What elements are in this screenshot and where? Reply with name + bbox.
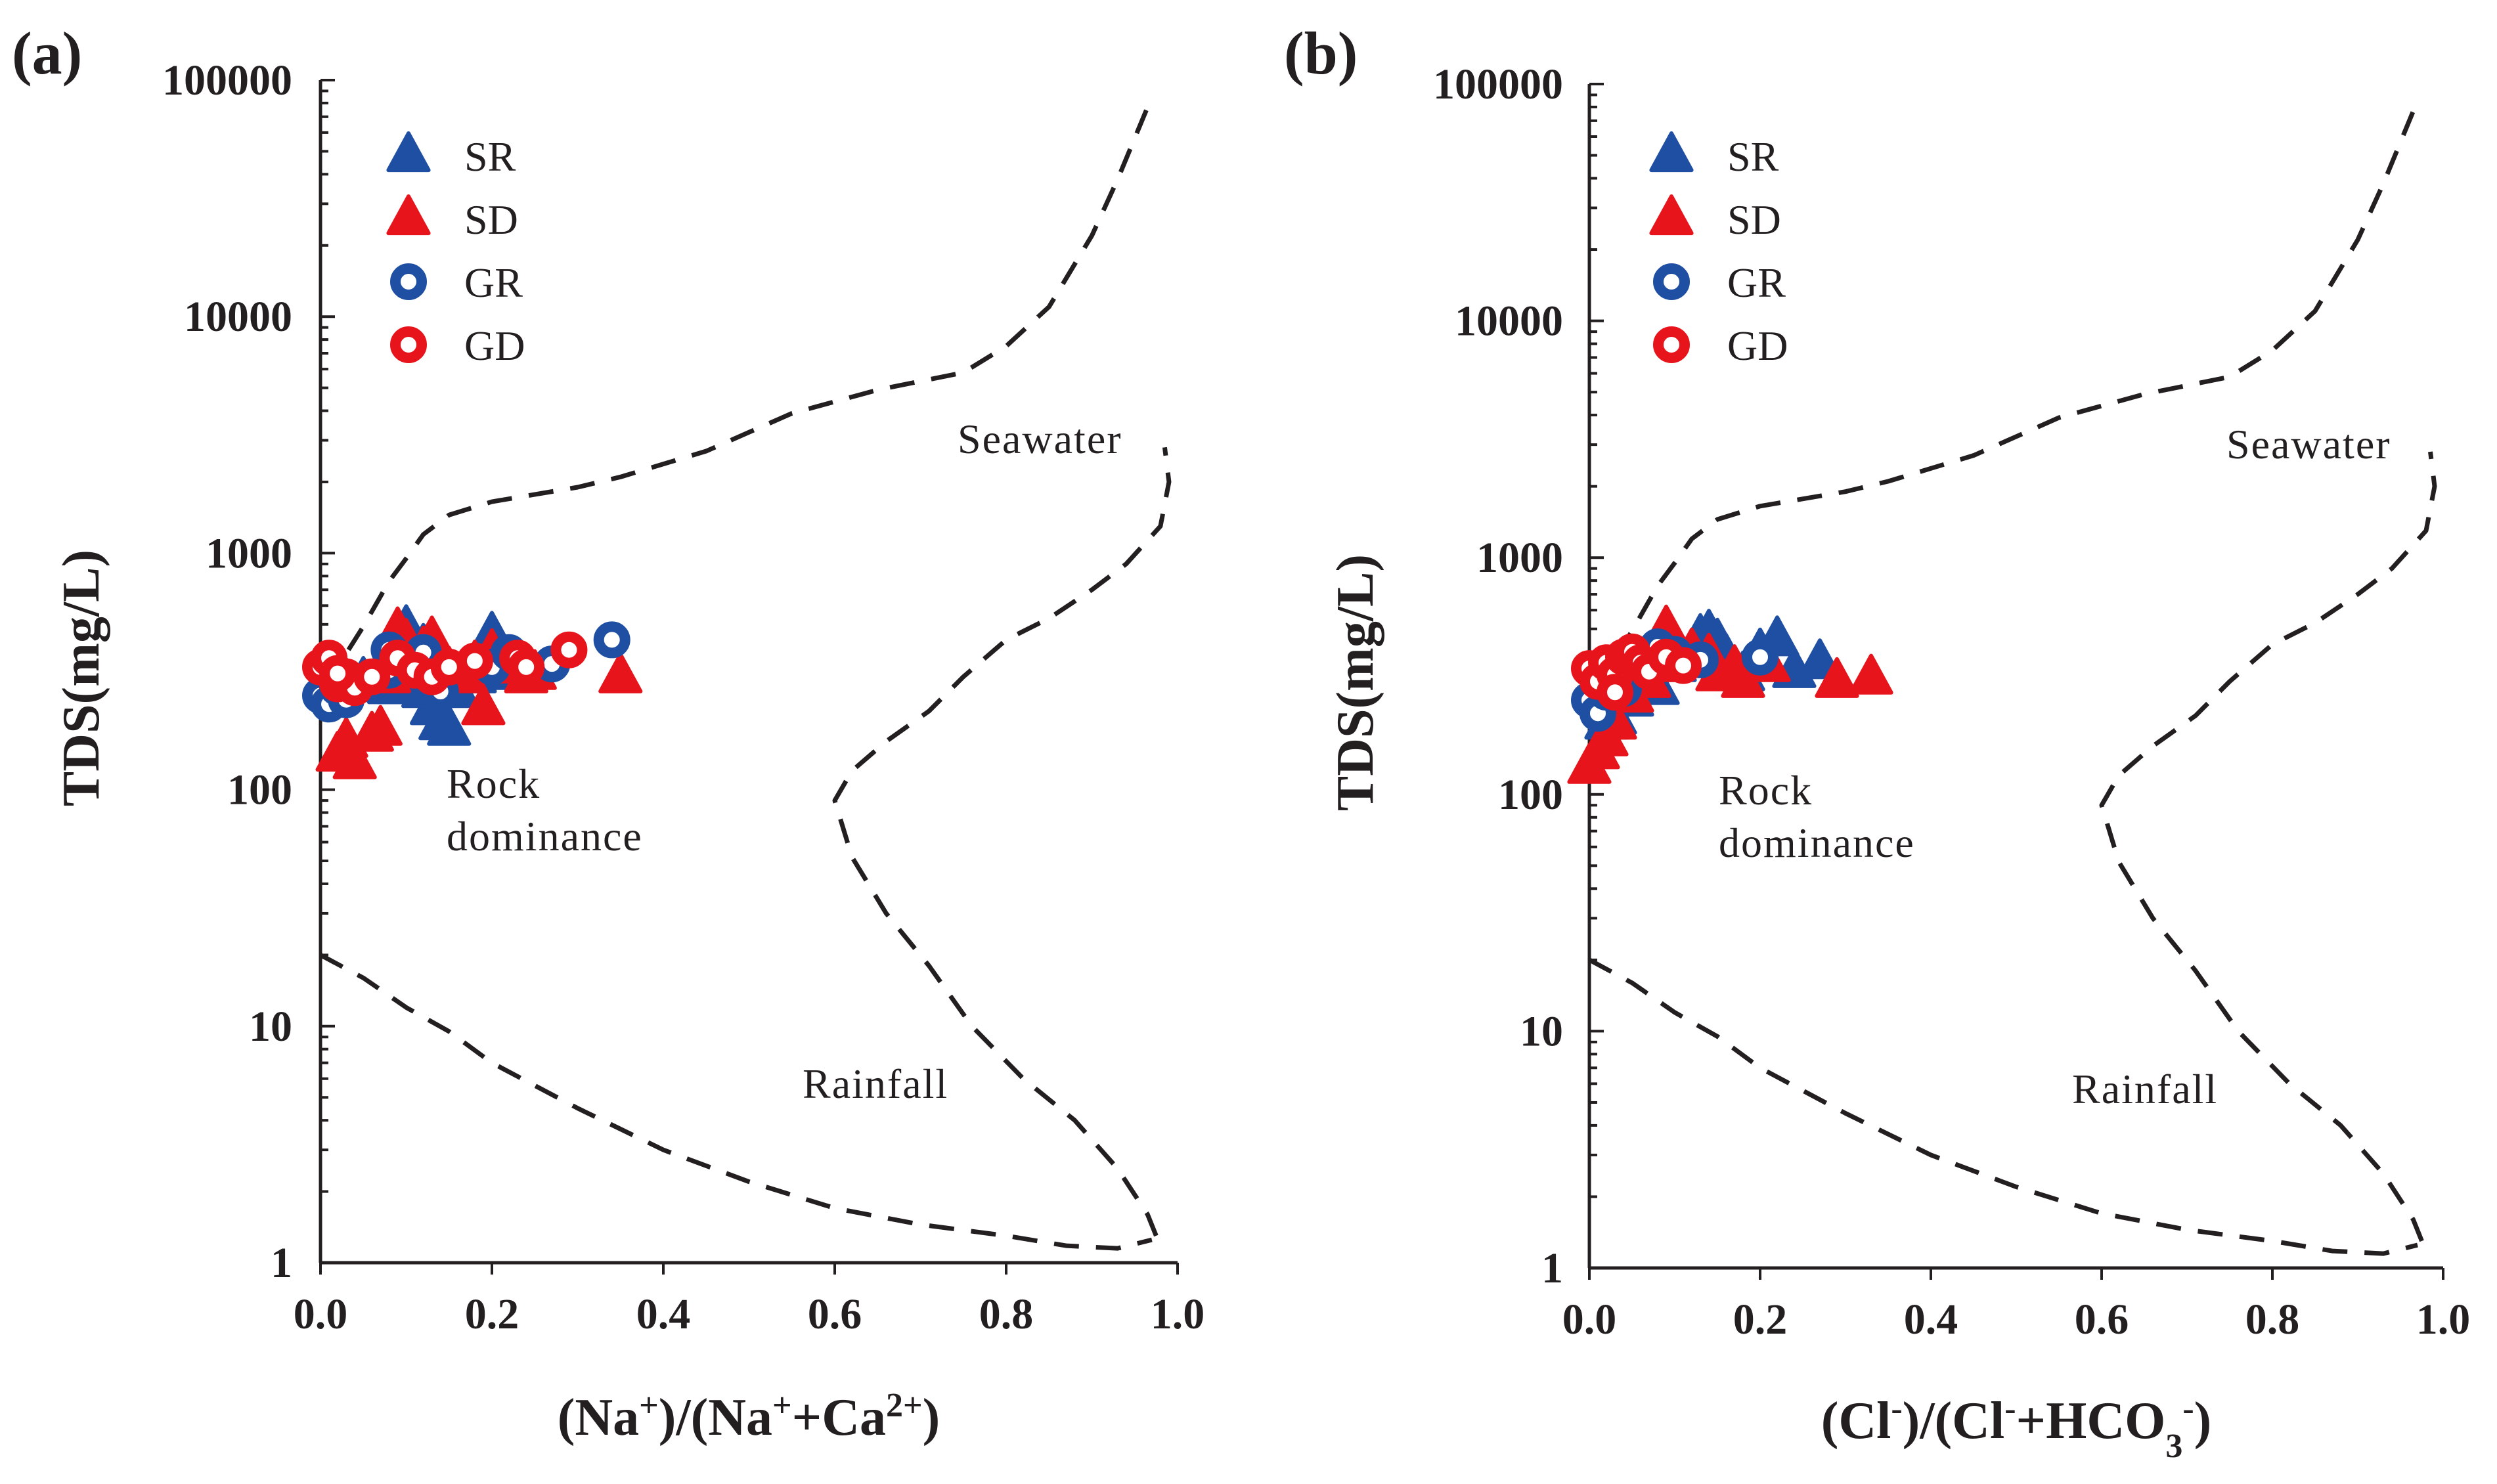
x-axis-title: (Na+)/(Na++Ca2+)	[558, 1387, 940, 1447]
label-part: )	[2194, 1392, 2212, 1450]
data-point-sd	[332, 738, 377, 779]
y-tick-label: 1	[1541, 1244, 1563, 1292]
y-tick-label: 1	[271, 1239, 292, 1287]
y-tick-label: 10	[249, 1003, 292, 1051]
label-part: )/(Na	[659, 1389, 772, 1447]
data-point-gd	[456, 642, 493, 680]
seawater-label: Seawater	[958, 416, 1122, 462]
y-tick-label: 100000	[162, 56, 292, 104]
label-part: +	[772, 1387, 792, 1424]
legend-marker-gr	[1653, 263, 1690, 300]
boundary-curve-lower	[1588, 957, 2418, 1256]
label-part: (Na	[558, 1389, 639, 1447]
y-tick-label: 10000	[1455, 297, 1563, 345]
label-part: -	[2182, 1390, 2194, 1428]
y-tick-label: 100	[1498, 771, 1563, 819]
x-tick-label: 0.6	[808, 1290, 862, 1338]
label-part: +	[639, 1387, 659, 1424]
rainfall-label: Rainfall	[803, 1060, 948, 1107]
boundary-curve-upper	[319, 96, 1155, 682]
label-part: (Cl	[1821, 1392, 1891, 1450]
label-part: 2+	[886, 1387, 923, 1424]
legend-marker-gr	[390, 263, 427, 300]
legend-label-sd: SD	[464, 196, 518, 243]
boundary-curve-lower	[319, 953, 1153, 1251]
y-tick-label: 100	[227, 766, 292, 814]
x-tick-label: 0.4	[1904, 1296, 1958, 1343]
rock-dominance-label: Rock dominance	[1719, 767, 1915, 866]
x-tick-label: 0.8	[979, 1290, 1034, 1338]
data-point-sd	[598, 652, 643, 693]
data-point-gr	[593, 621, 630, 659]
legend-label-gd: GD	[1727, 322, 1788, 369]
rock-dominance-label: Rock dominance	[447, 760, 643, 860]
rock-dominance-line: dominance	[1719, 819, 1915, 866]
panel-label: (a)	[12, 20, 82, 87]
rock-dominance-line: Rock	[447, 760, 541, 807]
legend-label-gr: GR	[464, 259, 523, 306]
legend-label-gr: GR	[1727, 259, 1786, 306]
panel-label: (b)	[1284, 20, 1358, 87]
label-part: 3	[2165, 1428, 2182, 1465]
data-point-sd	[1849, 653, 1893, 695]
rock-dominance-line: Rock	[1719, 767, 1813, 814]
y-tick-label: 1000	[1476, 534, 1563, 582]
label-part: )	[923, 1389, 940, 1447]
x-tick-label: 1.0	[2416, 1296, 2471, 1343]
legend-label-gd: GD	[464, 322, 525, 369]
data-point-gd	[1597, 674, 1633, 711]
legend-marker-sd	[386, 194, 431, 236]
x-axis-title: (Cl-)/(Cl-+HCO3-)	[1821, 1390, 2212, 1465]
data-point-sd	[461, 684, 506, 726]
data-point-gd	[550, 631, 588, 668]
data-point-gd	[508, 648, 545, 686]
data-point-sr	[427, 705, 472, 746]
label-part: +HCO	[2016, 1392, 2166, 1450]
data-point-gd	[319, 655, 357, 692]
y-tick-label: 10	[1520, 1007, 1563, 1055]
legend-label-sd: SD	[1727, 196, 1781, 243]
data-point-gr	[1742, 638, 1779, 676]
rainfall-label: Rainfall	[2072, 1066, 2218, 1112]
panel-b: (b) 1 10 100 1000 10000 100000 0.0 0.2 0.4 0.6 0.8 1…	[1284, 20, 2470, 1465]
boundary-curve-upper	[1587, 100, 2420, 687]
x-tick-label: 0.0	[1562, 1296, 1617, 1343]
y-tick-label: 10000	[184, 293, 292, 341]
data-point-sd	[1815, 657, 1859, 698]
panel-a: (a) 1 10 100 1000 10000 100000 0.0 0.2 0.4 0.6 0.8 1…	[12, 20, 1204, 1447]
y-tick-label: 100000	[1433, 60, 1563, 108]
legend-label-sr: SR	[464, 133, 516, 180]
legend-marker-sr	[1649, 131, 1694, 173]
seawater-label: Seawater	[2226, 421, 2391, 468]
label-part: -	[1891, 1390, 1902, 1428]
label-part: +Ca	[792, 1389, 886, 1447]
y-tick-label: 1000	[206, 529, 292, 577]
legend-marker-sr	[386, 131, 431, 173]
label-part: )/(Cl	[1903, 1392, 2005, 1450]
legend-label-sr: SR	[1727, 133, 1779, 180]
legend-marker-gd	[390, 326, 427, 363]
data-point-gd	[353, 658, 391, 695]
label-part: -	[2004, 1390, 2016, 1428]
x-tick-label: 0.6	[2075, 1296, 2129, 1343]
data-point-sd	[358, 705, 403, 746]
x-tick-label: 1.0	[1151, 1290, 1205, 1338]
x-tick-label: 0.2	[465, 1290, 519, 1338]
y-axis-title: TDS(mg/L)	[53, 550, 110, 806]
x-tick-label: 0.2	[1733, 1296, 1788, 1343]
boundary-curve-rainfall-seawater	[2099, 451, 2437, 1242]
x-tick-label: 0.8	[2245, 1296, 2300, 1343]
x-tick-label: 0.0	[294, 1290, 348, 1338]
legend-marker-sd	[1649, 194, 1694, 236]
data-point-gd	[1665, 647, 1702, 684]
rock-dominance-line: dominance	[447, 813, 643, 860]
legend-marker-gd	[1653, 326, 1690, 363]
boundary-curve-rainfall-seawater	[832, 447, 1172, 1237]
x-tick-label: 0.4	[636, 1290, 691, 1338]
y-axis-title: TDS(mg/L)	[1327, 554, 1384, 811]
